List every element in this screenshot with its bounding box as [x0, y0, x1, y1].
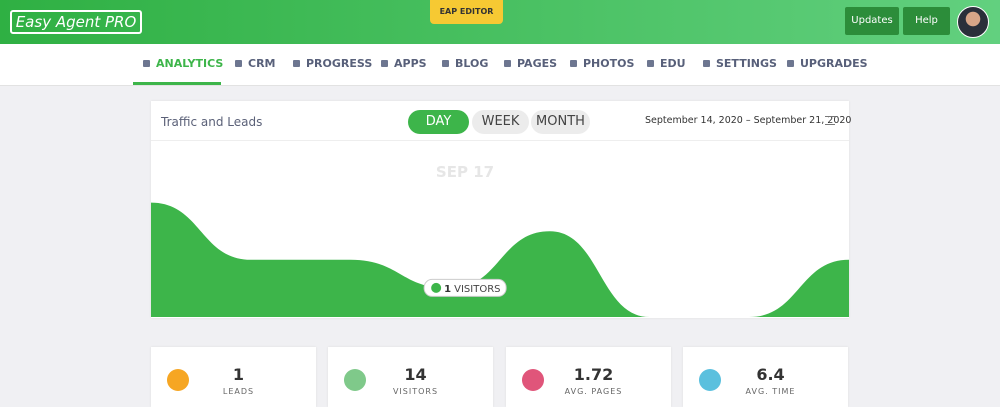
nav-bar: ANALYTICS CRM PROGRESS APPS BLOG PAGES PHOTOS E… [0, 44, 1000, 86]
stat-label: VISITORS [392, 387, 439, 396]
nav-item[interactable]: PHOTOS [570, 57, 634, 70]
nav-label: EDU [660, 57, 686, 70]
avatar[interactable] [957, 6, 989, 38]
active-underline [133, 82, 221, 85]
stat-value: 6.4 [756, 365, 785, 384]
nav-label: ANALYTICS [156, 57, 224, 70]
updates-button[interactable]: Updates [845, 7, 899, 35]
stat-value: 14 [404, 365, 427, 384]
nav-item[interactable]: PAGES [504, 57, 557, 70]
area [151, 202, 849, 317]
stat-label: AVG. PAGES [564, 387, 623, 396]
tab-month[interactable]: MONTH [531, 110, 590, 134]
nav-item[interactable]: CRM [235, 57, 276, 70]
stat-icon [167, 369, 189, 391]
stat-icon [344, 369, 366, 391]
logo[interactable]: Easy Agent PRO [10, 10, 142, 34]
editor-button[interactable]: EAP EDITOR [430, 0, 503, 24]
stat-card: 14 VISITORS [328, 347, 493, 407]
nav-item[interactable]: BLOG [442, 57, 488, 70]
stat-icon [522, 369, 544, 391]
nav-item[interactable]: APPS [381, 57, 427, 70]
stat-label: LEADS [222, 387, 255, 396]
stat-label: AVG. TIME [745, 387, 796, 396]
nav-label: BLOG [455, 57, 489, 70]
tooltip-label: VISITORS [454, 284, 500, 295]
chart: SEP 17Sep 14Sep 15Sep 16Sep 17Sep 18Sep … [151, 163, 849, 317]
nav-label: SETTINGS [716, 57, 777, 70]
menu-icon[interactable] [825, 116, 835, 125]
tooltip-dot [431, 282, 442, 293]
help-button[interactable]: Help [903, 7, 950, 35]
nav-label: CRM [248, 57, 276, 70]
chart-title: Traffic and Leads [161, 115, 263, 129]
nav-label: APPS [394, 57, 427, 70]
stat-value: 1 [232, 365, 245, 384]
tab-day[interactable]: DAY [408, 110, 469, 134]
stat-card: 6.4 AVG. TIME [683, 347, 848, 407]
header: Easy Agent PRO EAP EDITOR Updates Help [0, 0, 1000, 44]
nav-label: UPGRADES [800, 57, 868, 70]
tooltip-value: 1 [444, 284, 451, 295]
nav-label: PHOTOS [583, 57, 635, 70]
chart-card: Traffic and Leads DAY WEEK MONTH Septemb… [151, 101, 852, 318]
stat-card: 1.72 AVG. PAGES [506, 347, 671, 407]
nav-item[interactable]: PROGRESS [293, 57, 372, 70]
divider [151, 140, 849, 141]
highlight-label: SEP 17 [436, 163, 494, 181]
stat-icon [699, 369, 721, 391]
nav-item[interactable]: EDU [647, 57, 686, 70]
tooltip [423, 278, 507, 297]
stat-value: 1.72 [573, 365, 614, 384]
stat-card: 1 LEADS [151, 347, 316, 407]
tab-week[interactable]: WEEK [472, 110, 529, 134]
nav-label: PAGES [517, 57, 558, 70]
nav-item[interactable]: SETTINGS [703, 57, 777, 70]
nav-item[interactable]: UPGRADES [787, 57, 868, 70]
nav-item[interactable]: ANALYTICS [143, 57, 223, 70]
date-range: September 14, 2020 – September 21, 2020 [645, 115, 852, 126]
nav-label: PROGRESS [306, 57, 373, 70]
